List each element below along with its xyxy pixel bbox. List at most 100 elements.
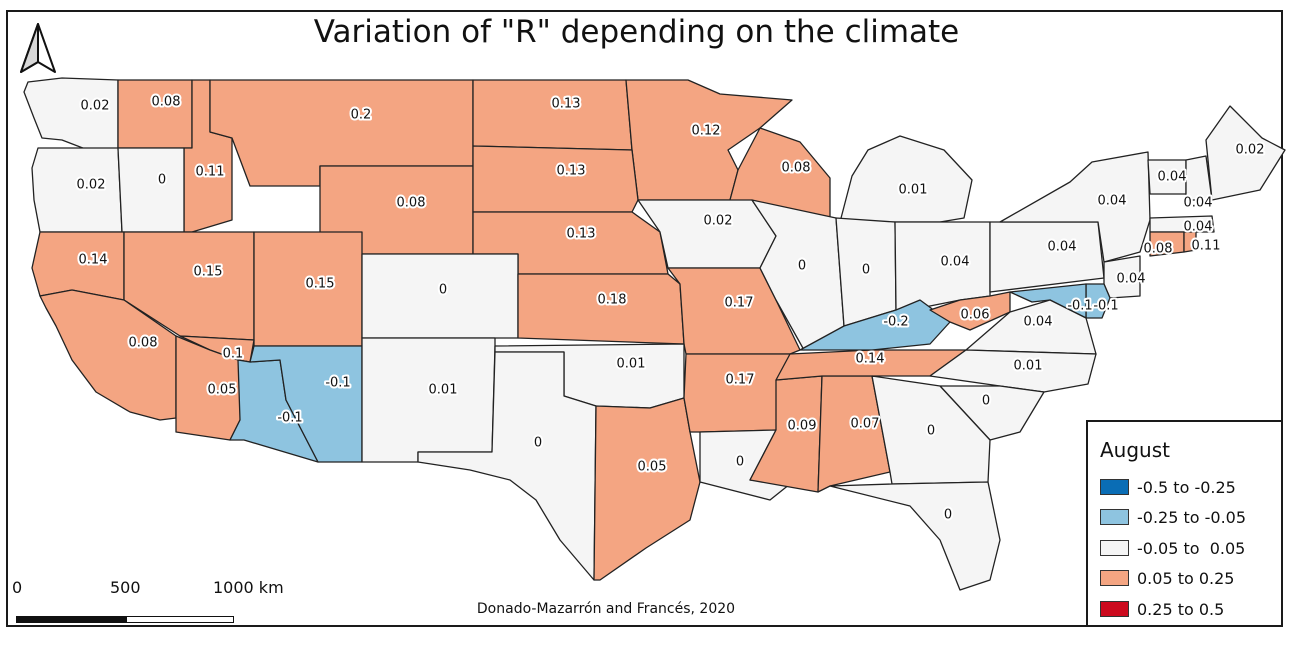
state-id-north <box>117 79 193 149</box>
state-or-east <box>117 147 185 233</box>
state-value-label: 0.02 <box>77 178 106 193</box>
state-value-label: -0.1 <box>1093 299 1118 314</box>
state-ri <box>1183 231 1197 253</box>
state-nd <box>472 79 633 151</box>
state-value-label: 0.12 <box>692 124 721 139</box>
labels-layer: 0.02 0.08 0.11 0.2 0.13 0.12 0.02 0 0.08 0.13 0.08… <box>75 93 1267 525</box>
state-value-label: 0 <box>982 394 990 409</box>
legend-item-0: -0.5 to -0.25 <box>1100 477 1236 497</box>
state-value-label: 0 <box>927 424 935 439</box>
state-sd <box>472 145 639 213</box>
state-wa <box>23 77 119 151</box>
state-ar <box>683 353 791 433</box>
state-fl <box>829 481 1001 591</box>
state-me <box>1205 105 1286 201</box>
state-value-label: 0.01 <box>1014 359 1043 374</box>
north-arrow-icon <box>20 23 56 73</box>
state-value-label: 0.04 <box>1158 170 1187 185</box>
state-value-label: 0.04 <box>1024 315 1053 330</box>
state-nj <box>1103 255 1141 299</box>
state-value-label: 0.08 <box>129 336 158 351</box>
state-value-label: 0 <box>944 508 952 523</box>
map-title: Variation of "R" depending on the climat… <box>313 14 960 50</box>
state-pa <box>989 221 1105 293</box>
scale-label-500: 500 <box>110 578 141 597</box>
legend-swatch <box>1100 601 1129 617</box>
state-value-label: 0.15 <box>194 265 223 280</box>
state-value-label: 0 <box>798 259 806 274</box>
legend-title: August <box>1100 438 1170 462</box>
state-value-label: 0.11 <box>196 165 225 180</box>
state-value-label: 0.04 <box>1117 272 1146 287</box>
legend-label: 0.05 to 0.25 <box>1137 568 1235 588</box>
scale-bar-black-segment <box>17 617 127 622</box>
legend-swatch <box>1100 509 1129 525</box>
state-value-label: 0.04 <box>941 255 970 270</box>
state-value-label: 0 <box>158 173 166 188</box>
scale-bar-white-segment <box>127 617 233 622</box>
state-value-label: 0.15 <box>306 277 335 292</box>
legend-item-4: 0.25 to 0.5 <box>1100 599 1224 619</box>
states-layer <box>23 77 1286 591</box>
state-value-label: 0.06 <box>961 308 990 323</box>
state-value-label: -0.2 <box>883 315 908 330</box>
state-value-label: 0.05 <box>208 383 237 398</box>
state-value-label: 0.11 <box>1192 239 1221 254</box>
legend-swatch <box>1100 540 1129 556</box>
state-value-label: 0.01 <box>617 357 646 372</box>
state-value-label: 0 <box>862 263 870 278</box>
state-ca <box>39 289 177 421</box>
state-value-label: 0 <box>534 436 542 451</box>
state-value-label: 0.05 <box>638 460 667 475</box>
state-value-label: 0.14 <box>79 253 108 268</box>
state-value-label: 0.04 <box>1098 194 1127 209</box>
state-value-label: 0.02 <box>81 99 110 114</box>
state-value-label: 0.2 <box>351 108 372 123</box>
state-ks <box>517 273 685 345</box>
credit-text: Donado-Mazarrón and Francés, 2020 <box>476 601 736 617</box>
legend-label: 0.25 to 0.5 <box>1137 599 1225 619</box>
state-value-label: 0.08 <box>1144 242 1173 257</box>
legend-label: -0.5 to -0.25 <box>1137 477 1236 497</box>
state-value-label: 0.13 <box>567 227 596 242</box>
state-value-label: 0.13 <box>557 164 586 179</box>
state-value-label: 0.04 <box>1184 220 1213 235</box>
legend-label: -0.05 to 0.05 <box>1137 538 1246 558</box>
state-value-label: 0.17 <box>726 373 755 388</box>
state-value-label: 0.14 <box>856 352 885 367</box>
state-value-label: 0.09 <box>788 419 817 434</box>
state-value-label: -0.1 <box>277 411 302 426</box>
state-value-label: 0.13 <box>552 97 581 112</box>
state-nm <box>361 337 496 463</box>
state-value-label: 0.1 <box>223 347 244 362</box>
state-value-label: 0.08 <box>397 196 426 211</box>
state-tx <box>417 351 597 581</box>
state-ma <box>1149 215 1215 233</box>
state-tx-east <box>593 397 701 581</box>
state-value-label: 0.04 <box>1184 196 1213 211</box>
state-value-label: 0.08 <box>782 161 811 176</box>
state-tn <box>775 349 967 381</box>
state-value-label: 0.01 <box>899 183 928 198</box>
state-wv <box>929 291 1011 331</box>
state-value-label: 0.18 <box>598 293 627 308</box>
legend-swatch <box>1100 570 1129 586</box>
legend-label: -0.25 to -0.05 <box>1137 507 1247 527</box>
scale-label-1000: 1000 km <box>213 578 284 597</box>
state-value-label: -0.1 <box>325 376 350 391</box>
state-value-label: 0.04 <box>1048 240 1077 255</box>
legend-item-1: -0.25 to -0.05 <box>1100 507 1246 527</box>
state-value-label: 0.01 <box>429 383 458 398</box>
state-value-label: 0 <box>439 283 447 298</box>
state-value-label: 0.07 <box>851 417 880 432</box>
state-value-label: 0 <box>736 455 744 470</box>
state-mi <box>839 135 973 223</box>
state-value-label: 0.02 <box>1236 143 1265 158</box>
legend-item-2: -0.05 to 0.05 <box>1100 538 1245 558</box>
scale-bar <box>16 616 234 623</box>
legend-swatch <box>1100 479 1129 495</box>
legend-item-3: 0.05 to 0.25 <box>1100 568 1234 588</box>
state-value-label: 0.08 <box>152 95 181 110</box>
state-value-label: -0.1 <box>1067 299 1092 314</box>
